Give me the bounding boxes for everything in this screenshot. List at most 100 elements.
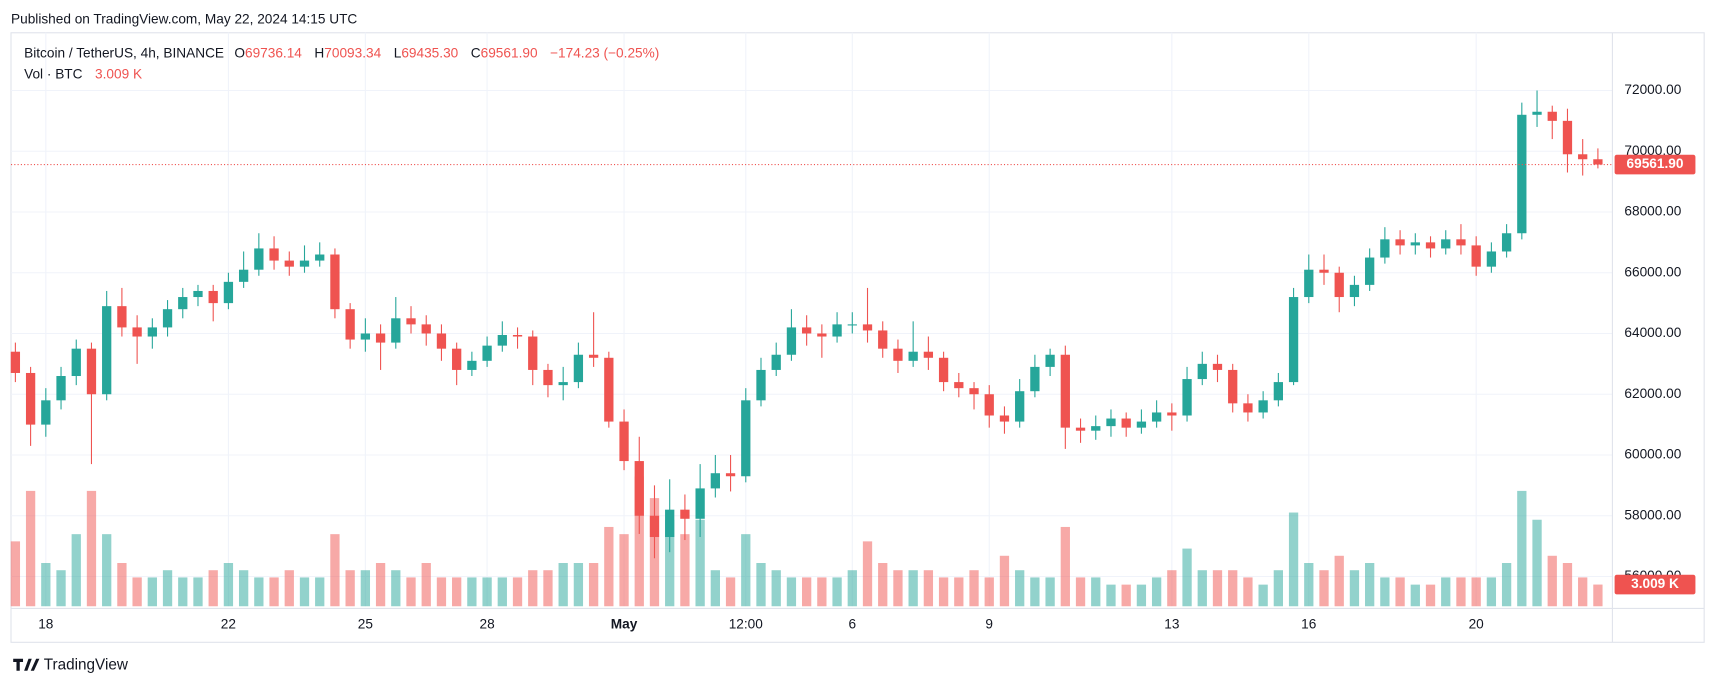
volume-name: Vol · BTC xyxy=(24,66,83,81)
volume-bar xyxy=(1197,570,1207,607)
volume-bar xyxy=(223,563,234,607)
candle-body xyxy=(1578,154,1588,160)
candle-layer xyxy=(10,90,1603,559)
volume-bar xyxy=(71,534,81,607)
candle-body xyxy=(588,354,599,358)
symbol-title: Bitcoin / TetherUS, 4h, BINANCE xyxy=(24,45,224,60)
candle-body xyxy=(558,382,568,386)
volume-value: 3.009 K xyxy=(95,66,142,81)
candle-body xyxy=(1091,426,1101,431)
volume-bar xyxy=(954,577,964,607)
volume-bar xyxy=(436,577,447,607)
candle-body xyxy=(1060,354,1070,428)
axes: 56000.0058000.0060000.0062000.0064000.00… xyxy=(11,82,1696,631)
candle-body xyxy=(391,318,401,343)
volume-bar xyxy=(771,570,781,607)
y-tick-label: 60000.00 xyxy=(1624,447,1681,462)
volume-bar xyxy=(482,577,492,607)
candle-body xyxy=(1121,418,1131,428)
candle-body xyxy=(1273,382,1283,401)
volume-bar xyxy=(25,490,36,607)
ohlc-value: 69561.90 xyxy=(481,45,538,60)
candle-body xyxy=(315,254,325,261)
y-tick-label: 62000.00 xyxy=(1624,386,1681,401)
volume-bar xyxy=(1121,584,1131,607)
candle-body xyxy=(832,324,842,337)
volume-tag-label: 3.009 K xyxy=(1631,576,1679,591)
candle-body xyxy=(1228,369,1238,404)
candle-body xyxy=(817,333,827,337)
x-tick-label: 13 xyxy=(1164,616,1179,631)
candle-body xyxy=(71,348,81,377)
x-tick-label: 16 xyxy=(1301,616,1316,631)
candle-body xyxy=(1547,111,1557,121)
volume-bar xyxy=(710,570,720,607)
candle-body xyxy=(786,327,797,355)
candle-body xyxy=(938,357,949,383)
x-tick-label: 28 xyxy=(480,616,495,631)
candle-body xyxy=(299,260,310,267)
volume-bar xyxy=(117,563,127,607)
volume-bar xyxy=(1380,577,1390,607)
volume-bar xyxy=(102,534,112,607)
candle-body xyxy=(954,382,964,389)
volume-bar xyxy=(893,570,903,607)
volume-bar xyxy=(1456,577,1466,607)
volume-bar xyxy=(193,577,203,607)
x-tick-label: 22 xyxy=(221,616,236,631)
candle-body xyxy=(528,336,538,370)
volume-bar xyxy=(573,563,584,607)
candle-body xyxy=(1304,269,1314,298)
volume-bar xyxy=(862,541,873,607)
volume-bar xyxy=(665,519,675,607)
legend-header: Bitcoin / TetherUS, 4h, BINANCE O69736.1… xyxy=(24,45,659,60)
candle-body xyxy=(878,330,888,349)
candle-body xyxy=(1471,245,1481,267)
candle-body xyxy=(1532,111,1542,115)
grid xyxy=(11,32,1613,607)
candle-body xyxy=(238,269,249,282)
volume-bar xyxy=(1212,570,1223,607)
candle-body xyxy=(1258,400,1268,413)
volume-bar xyxy=(1547,555,1557,607)
candle-body xyxy=(193,290,203,298)
candle-body xyxy=(436,333,447,349)
volume-bar xyxy=(1486,577,1497,607)
y-tick-label: 70000.00 xyxy=(1624,143,1681,158)
candle-body xyxy=(1562,120,1573,155)
volume-bar xyxy=(375,563,386,607)
volume-bar xyxy=(634,476,644,607)
candle-body xyxy=(421,324,431,334)
volume-bar xyxy=(1578,577,1588,607)
volume-bar xyxy=(786,577,797,607)
volume-header: Vol · BTC 3.009 K xyxy=(24,66,142,81)
volume-bar xyxy=(847,570,857,607)
candle-body xyxy=(969,388,979,395)
volume-bar xyxy=(41,563,51,607)
volume-bar xyxy=(1091,577,1101,607)
candle-body xyxy=(345,309,355,340)
volume-bar xyxy=(969,570,979,607)
volume-bar xyxy=(802,577,812,607)
volume-bar xyxy=(86,490,97,607)
x-tick-label: 6 xyxy=(848,616,856,631)
volume-bar xyxy=(1106,584,1116,607)
candle-body xyxy=(269,248,279,261)
volume-bar xyxy=(299,577,310,607)
volume-bar xyxy=(1060,526,1070,607)
volume-bar xyxy=(1441,577,1451,607)
candle-body xyxy=(619,421,629,462)
candle-body xyxy=(86,348,97,395)
volume-bar xyxy=(1258,584,1268,607)
volume-bar xyxy=(1319,570,1329,607)
volume-bar xyxy=(315,577,325,607)
volume-bar xyxy=(1273,570,1283,607)
x-tick-label: 20 xyxy=(1469,616,1485,631)
x-tick-label: 9 xyxy=(985,616,993,631)
volume-bar xyxy=(132,577,142,607)
candle-body xyxy=(208,290,218,304)
candle-body xyxy=(1456,239,1466,246)
volume-bar xyxy=(147,577,157,607)
volume-bar xyxy=(1182,548,1192,607)
